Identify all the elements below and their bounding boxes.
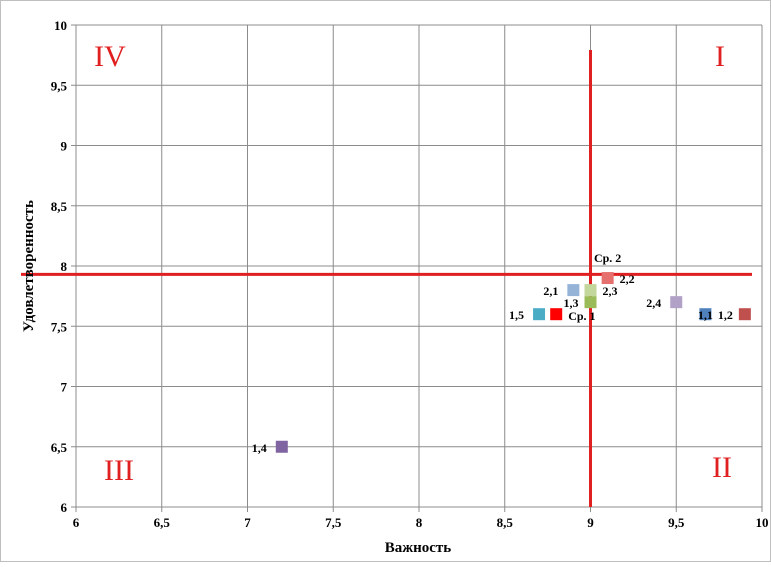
- reference-lines: [21, 50, 752, 507]
- x-tick-label: 7,5: [325, 515, 342, 530]
- data-point: [550, 308, 563, 321]
- data-point-label: 2,3: [603, 284, 618, 298]
- x-tick-label: 7: [244, 515, 251, 530]
- grid-lines: [71, 24, 763, 512]
- data-point-label: 1,4: [252, 441, 267, 455]
- y-tick-label: 9,5: [51, 78, 68, 93]
- data-point-label: 2,4: [646, 296, 661, 310]
- x-tick-label: 9: [587, 515, 594, 530]
- data-point: [275, 440, 288, 453]
- data-point-label: 2,1: [543, 284, 558, 298]
- y-tick-label: 6,5: [51, 440, 68, 455]
- y-tick-label: 9: [61, 139, 68, 154]
- data-points: 1,1 1,2 1,3 1,4 1,5 Ср. 1 2,1 2,22,3 2,4 Ср. 2: [252, 251, 751, 455]
- x-axis-title: Важность: [385, 540, 452, 556]
- x-tick-label: 8: [416, 515, 423, 530]
- y-tick-label: 10: [54, 18, 67, 33]
- y-tick-label: 7: [61, 380, 68, 395]
- data-point: [584, 296, 597, 309]
- data-point-label: 1,5: [509, 308, 524, 322]
- data-point: [533, 308, 546, 321]
- x-tick-label: 6: [73, 515, 80, 530]
- y-tick-label: 8,5: [51, 199, 68, 214]
- data-point: [584, 284, 597, 297]
- y-tick-label: 6: [61, 500, 68, 515]
- x-tick-label: 6,5: [154, 515, 171, 530]
- data-point: [699, 308, 712, 321]
- data-point: [670, 296, 683, 309]
- y-tick-label: 7,5: [51, 319, 68, 334]
- data-point-label: 1,1: [698, 308, 713, 322]
- data-point: [738, 308, 751, 321]
- data-point-label: Ср. 2: [594, 251, 621, 265]
- data-point-label: 2,2: [620, 272, 635, 286]
- data-point-label: Ср. 1: [568, 309, 595, 323]
- data-point: [601, 272, 614, 285]
- x-tick-label: 10: [756, 515, 769, 530]
- tick-labels: 6 6,5 7 7,5 8 8,5 9 9,5 10 6 6,5 7 7,5 8 8,5 9 9,5 10: [51, 18, 769, 530]
- data-point: [567, 284, 580, 297]
- quadrant-label: II: [712, 451, 732, 484]
- quadrant-label: IV: [94, 40, 126, 73]
- quadrant-label: I: [715, 40, 725, 73]
- quadrant-label: III: [104, 454, 134, 487]
- y-axis-title: Удовлетворенность: [21, 200, 37, 332]
- data-point-label: 1,2: [718, 308, 733, 322]
- x-tick-label: 9,5: [668, 515, 685, 530]
- x-tick-label: 8,5: [497, 515, 514, 530]
- y-tick-label: 8: [61, 259, 68, 274]
- data-point-label: 1,3: [564, 296, 579, 310]
